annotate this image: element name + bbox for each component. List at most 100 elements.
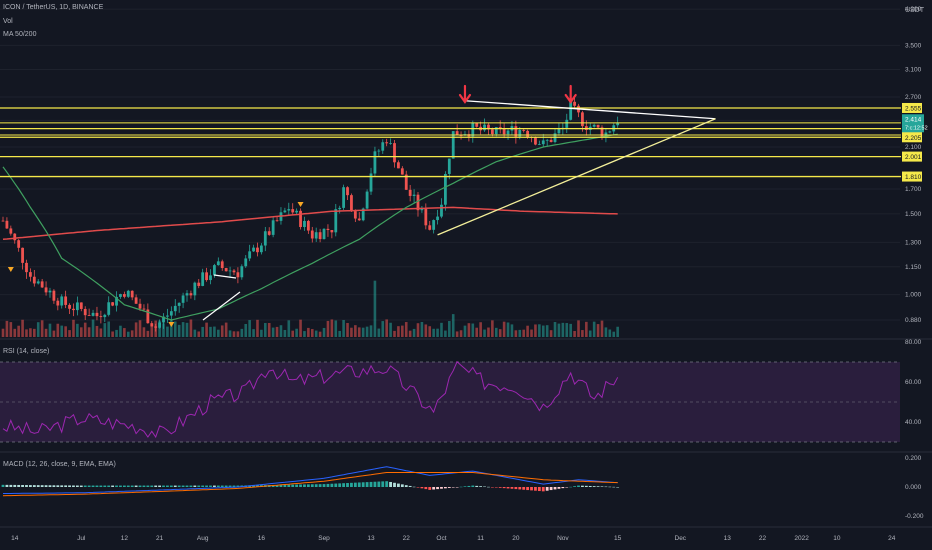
- volume-bar: [498, 329, 502, 337]
- volume-bar: [197, 331, 201, 337]
- candle-body: [494, 127, 498, 135]
- macd-histogram-bar: [256, 485, 259, 487]
- volume-bar: [166, 326, 169, 337]
- countdown-label: 7:c:12:52: [905, 125, 928, 131]
- sell-arrow-icon: [458, 84, 472, 104]
- time-tick-label: 12: [121, 535, 129, 542]
- price-tick-label: 0.880: [905, 317, 922, 324]
- volume-bar: [502, 321, 506, 337]
- macd-histogram-bar: [514, 487, 518, 490]
- macd-histogram-bar: [166, 485, 169, 487]
- macd-histogram-bar: [459, 486, 463, 488]
- symbol-legend[interactable]: ICON / TetherUS, 1D, BINANCE: [3, 4, 104, 11]
- macd-histogram-bar: [373, 481, 377, 487]
- volume-bar: [72, 319, 75, 337]
- volume-bar: [181, 322, 185, 337]
- volume-bar: [346, 323, 349, 337]
- volume-bar: [240, 328, 244, 337]
- macd-histogram-bar: [142, 485, 146, 487]
- candle-body: [181, 295, 185, 303]
- candle-body: [44, 287, 48, 293]
- candle-body: [600, 127, 604, 137]
- macd-histogram-bar: [522, 487, 526, 490]
- macd-histogram-bar: [447, 487, 451, 488]
- price-tick-label: 1.500: [905, 211, 922, 218]
- candle-body: [592, 124, 596, 127]
- macd-histogram-bar: [68, 485, 71, 487]
- candle-body: [256, 247, 259, 253]
- macd-histogram-bar: [64, 485, 68, 487]
- candle-body: [9, 228, 13, 234]
- candle-body: [303, 220, 306, 228]
- macd-histogram-bar: [181, 485, 185, 487]
- volume-bar: [146, 330, 150, 337]
- volume-bar: [365, 326, 369, 337]
- candle-body: [346, 187, 349, 196]
- volume-bar: [236, 331, 240, 337]
- candle-body: [518, 129, 522, 137]
- volume-bar: [189, 319, 193, 337]
- signal-triangle-icon: [168, 322, 175, 327]
- candle-body: [209, 275, 212, 281]
- macd-histogram-bar: [310, 484, 314, 487]
- volume-bar: [314, 330, 318, 337]
- macd-histogram-bar: [99, 485, 103, 487]
- candle-body: [393, 143, 396, 163]
- candle-body: [169, 311, 173, 316]
- volume-bar: [369, 325, 373, 337]
- macd-histogram-bar: [162, 485, 165, 487]
- candle-body: [52, 290, 56, 301]
- volume-bar: [213, 326, 216, 337]
- volume-bar: [60, 325, 64, 337]
- volume-bar: [541, 325, 545, 337]
- volume-bar: [545, 325, 549, 337]
- candle-body: [447, 158, 451, 174]
- volume-bar: [83, 322, 87, 337]
- macd-histogram-bar: [177, 485, 181, 487]
- sell-arrow-icon: [564, 84, 577, 104]
- volume-bar: [17, 325, 20, 337]
- volume-bar: [420, 321, 424, 337]
- volume-bar: [95, 325, 99, 337]
- time-tick-label: 11: [477, 535, 484, 542]
- volume-bar: [29, 328, 32, 337]
- candle-body: [146, 309, 150, 324]
- price-level-label: 2.001: [905, 154, 922, 161]
- moving-average-legend[interactable]: MA 50/200: [3, 31, 37, 38]
- candle-body: [322, 228, 326, 240]
- macd-histogram-bar: [420, 487, 424, 489]
- volume-legend[interactable]: Vol: [3, 18, 13, 25]
- macd-histogram-bar: [494, 487, 498, 488]
- volume-bar: [87, 327, 91, 337]
- rsi-legend[interactable]: RSI (14, close): [3, 348, 50, 355]
- volume-bar: [44, 328, 48, 337]
- volume-bar: [350, 327, 353, 337]
- currency-label[interactable]: USDT: [904, 7, 924, 14]
- candle-body: [103, 314, 107, 318]
- time-tick-label: Sep: [318, 535, 330, 542]
- candle-body: [189, 293, 193, 296]
- volume-bar: [115, 329, 118, 337]
- volume-bar: [459, 330, 463, 337]
- candle-body: [581, 112, 584, 127]
- macd-histogram-bar: [185, 485, 189, 487]
- macd-histogram-bar: [252, 485, 255, 487]
- candle-body: [451, 131, 455, 159]
- macd-histogram-bar: [205, 485, 208, 487]
- candle-body: [389, 143, 392, 144]
- macd-histogram-bar: [518, 487, 522, 490]
- time-tick-label: 10: [833, 535, 841, 542]
- volume-bar: [424, 324, 428, 337]
- macd-legend[interactable]: MACD (12, 26, close, 9, EMA, EMA): [3, 461, 116, 468]
- volume-bar: [267, 322, 271, 337]
- macd-histogram-bar: [107, 485, 111, 487]
- macd-histogram-bar: [322, 484, 326, 487]
- candle-body: [5, 220, 9, 229]
- ma-slow-line: [2, 206, 618, 241]
- macd-histogram-bar: [318, 484, 322, 487]
- candle-body: [428, 225, 432, 230]
- macd-histogram-bar: [549, 487, 553, 491]
- macd-histogram-bar: [365, 482, 369, 487]
- macd-histogram-bar: [216, 485, 220, 487]
